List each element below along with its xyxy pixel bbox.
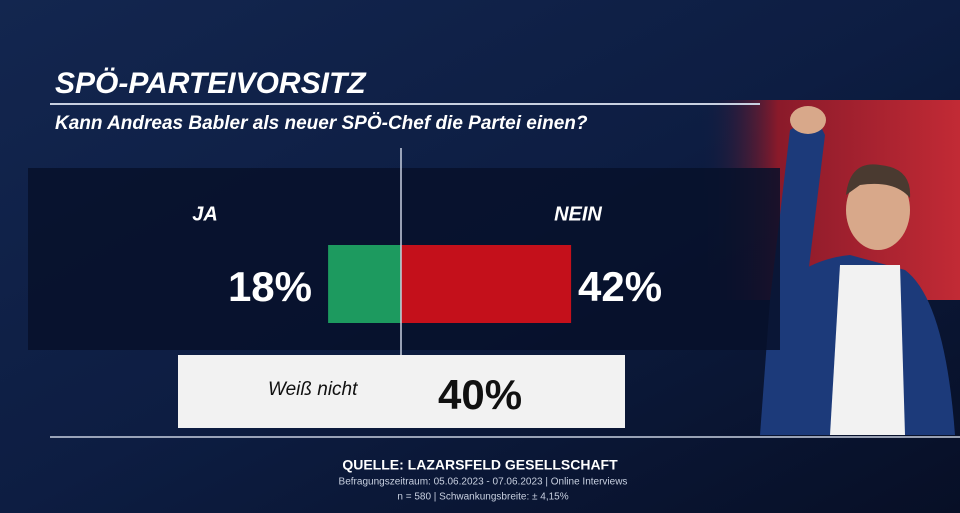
category-label: Weiß nicht <box>268 379 358 400</box>
value-label: 18% <box>228 263 312 310</box>
bar <box>401 245 572 323</box>
bar <box>328 245 401 323</box>
value-label: 42% <box>578 263 662 310</box>
title: SPÖ-PARTEIVORSITZ <box>55 67 367 100</box>
person-photo <box>760 106 955 435</box>
category-label: NEIN <box>554 203 602 225</box>
source: QUELLE: LAZARSFELD GESELLSCHAFT <box>342 457 618 473</box>
value-label: 40% <box>438 371 522 418</box>
category-label: JA <box>192 203 218 225</box>
subtitle: Kann Andreas Babler als neuer SPÖ-Chef d… <box>55 113 588 134</box>
unsure-box <box>178 355 625 428</box>
note: Befragungszeitraum: 05.06.2023 - 07.06.2… <box>339 477 628 488</box>
note: n = 580 | Schwankungsbreite: ± 4,15% <box>397 492 568 503</box>
